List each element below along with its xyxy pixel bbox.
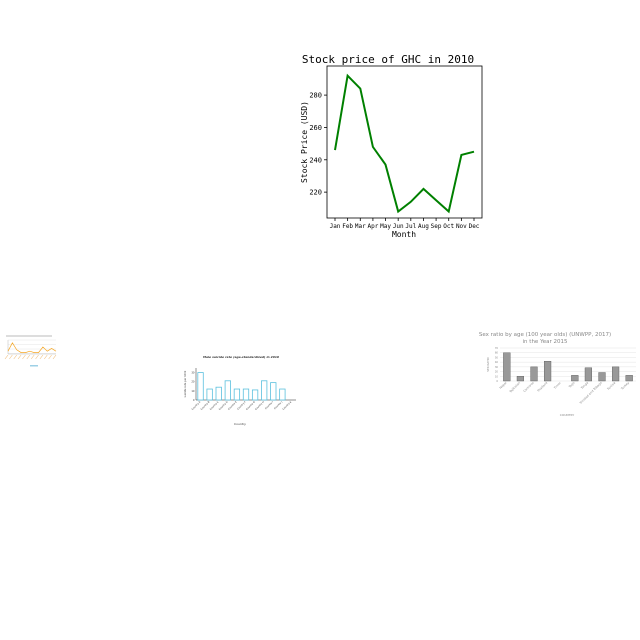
x-tick-label: Nepal <box>499 381 508 390</box>
y-tick-label: 260 <box>309 124 322 132</box>
bar <box>612 367 619 381</box>
bar <box>626 375 633 381</box>
x-tick-label: Sep <box>431 223 442 230</box>
x-tick-label: Country K <box>282 400 293 411</box>
x-tick-label: Timor <box>552 380 562 390</box>
bar <box>531 367 538 381</box>
y-tick-label: 30 <box>191 371 195 375</box>
bar <box>207 389 212 400</box>
y-tick-label: 20 <box>495 370 499 374</box>
plot-frame <box>327 66 482 218</box>
x-tick-label: Nov <box>456 223 467 230</box>
sex-ratio-chart: Sex ratio by age (100 year olds) (UNWPP,… <box>478 328 640 422</box>
x-tick-label-placeholder <box>31 355 34 359</box>
x-tick-label: Country H <box>255 400 266 411</box>
bar <box>216 387 221 400</box>
x-axis-label: Month <box>392 230 416 239</box>
x-tick-label: Tunisia <box>606 381 617 392</box>
bar <box>225 381 230 400</box>
y-tick-label: 240 <box>309 156 322 164</box>
bar <box>243 389 248 400</box>
x-axis-label-placeholder <box>30 365 38 367</box>
chart-title: Sex ratio by age (100 year olds) (UNWPP,… <box>479 332 611 338</box>
x-tick-label-placeholder <box>40 355 43 359</box>
suicide-rate-chart: Male suicide rate (age-standardized) in … <box>178 350 300 432</box>
x-tick-label: Tajikistan <box>508 381 521 394</box>
y-tick-label: 30 <box>495 365 499 369</box>
x-tick-label-placeholder <box>49 355 52 359</box>
x-tick-label-placeholder <box>5 355 8 359</box>
series-line <box>335 76 474 212</box>
x-tick-label-placeholder <box>14 355 17 359</box>
tiny-line-chart <box>0 332 60 372</box>
x-tick-label: Aug <box>418 223 429 230</box>
y-tick-label: 40 <box>495 360 499 364</box>
y-tick-label: 0 <box>193 398 195 402</box>
y-tick-label: 50 <box>495 355 499 359</box>
x-tick-label: Country I <box>264 400 274 410</box>
chart-title-placeholder <box>6 335 52 337</box>
sex-ratio-chart-svg: Sex ratio by age (100 year olds) (UNWPP,… <box>478 328 640 422</box>
x-tick-label: Thailand <box>536 381 549 394</box>
y-tick-label: 280 <box>309 92 322 100</box>
x-tick-label: Apr <box>367 223 378 230</box>
y-tick-label: 10 <box>495 374 499 378</box>
x-tick-label: Dec <box>469 223 480 230</box>
y-tick-label: 10 <box>191 389 195 393</box>
bar <box>234 389 239 400</box>
chart-title: Male suicide rate (age-standardized) in … <box>203 355 279 359</box>
bar <box>503 353 510 381</box>
y-axis-label: suicide rate per 100k <box>183 370 187 397</box>
y-tick-label: 20 <box>191 380 195 384</box>
y-tick-label: 60 <box>495 351 499 355</box>
x-tick-label-placeholder <box>18 355 21 359</box>
x-tick-label: Feb <box>342 223 353 230</box>
x-tick-label: Mar <box>355 223 366 230</box>
bar <box>571 375 578 381</box>
x-tick-label: Comoros <box>522 381 535 394</box>
x-tick-label-placeholder <box>53 355 56 359</box>
x-tick-label-placeholder <box>44 355 47 359</box>
y-tick-label: 0 <box>496 379 498 383</box>
y-axis-label: Stock Price (USD) <box>300 101 309 183</box>
stock-price-chart: Stock price of GHC in 2010 220 240 260 280 Ja… <box>296 48 492 244</box>
bar <box>198 373 203 400</box>
x-tick-label-placeholder <box>36 355 39 359</box>
bar <box>261 381 266 400</box>
x-tick-label: Jan <box>330 223 341 230</box>
x-tick-label: Togo <box>567 381 576 390</box>
bar <box>544 361 551 381</box>
x-axis-label: COUNTRY <box>560 413 575 417</box>
bar <box>585 368 592 381</box>
bar <box>271 383 276 400</box>
bar <box>252 390 257 400</box>
y-tick-label: 70 <box>495 346 499 350</box>
chart-title: Stock price of GHC in 2010 <box>302 53 474 66</box>
x-tick-label-placeholder <box>22 355 25 359</box>
x-tick-label: Jul <box>405 223 416 230</box>
x-tick-label: Tonga <box>579 381 589 391</box>
x-tick-label: Oct <box>443 223 454 230</box>
suicide-rate-chart-svg: Male suicide rate (age-standardized) in … <box>178 350 300 432</box>
x-tick-label-placeholder <box>27 355 30 359</box>
x-tick-label: Turkey <box>619 381 630 392</box>
x-tick-label: Jun <box>393 223 404 230</box>
x-tick-label-placeholder <box>9 355 12 359</box>
x-tick-label: May <box>380 223 391 230</box>
stock-price-chart-svg: Stock price of GHC in 2010 220 240 260 280 Ja… <box>296 48 492 244</box>
chart-subtitle: in the Year 2015 <box>523 339 568 345</box>
y-tick-label: 220 <box>309 189 322 197</box>
bar <box>517 376 524 381</box>
bar <box>280 389 285 400</box>
y-axis-label: SEX RATIO <box>486 356 490 371</box>
bar <box>599 373 606 381</box>
x-axis-label: Country <box>234 422 246 426</box>
tiny-line-chart-svg <box>0 332 60 372</box>
